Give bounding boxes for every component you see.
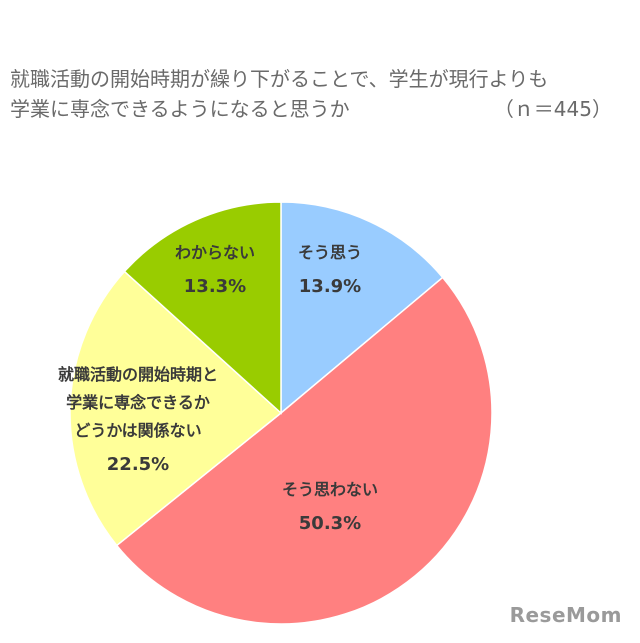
slice-sou-omou bbox=[280, 201, 444, 415]
slice-value-label: 22.5% bbox=[107, 454, 169, 475]
slice-value-label: 50.3% bbox=[299, 513, 361, 534]
slice-kankei-nai bbox=[69, 270, 283, 547]
chart-title: 就職活動の開始時期が繰り下がることで、学生が現行よりも 学業に専念できるようにな… bbox=[10, 64, 630, 124]
slice-label: わからない bbox=[175, 243, 255, 262]
slice-value-label: 13.3% bbox=[184, 276, 246, 297]
pie-labels: そう思う 13.9% そう思わない 50.3% 就職活動の開始時期と学業に専念できるかど… bbox=[58, 243, 378, 534]
resemom-logo: ReseMom bbox=[509, 603, 622, 627]
title-line-2: 学業に専念できるようになると思うか bbox=[10, 97, 350, 121]
sample-size: （ｎ＝445） bbox=[493, 97, 612, 121]
slice-label: そう思う bbox=[298, 243, 362, 262]
slice-label: 就職活動の開始時期と bbox=[58, 365, 218, 384]
slice-label: そう思わない bbox=[282, 480, 378, 499]
slice-label: どうかは関係ない bbox=[74, 421, 201, 440]
pie-slices bbox=[69, 201, 493, 625]
slice-sou-omowanai bbox=[115, 276, 493, 625]
slice-value-label: 13.9% bbox=[299, 276, 361, 297]
title-line-1: 就職活動の開始時期が繰り下がることで、学生が現行よりも bbox=[10, 67, 549, 91]
slice-wakaranai bbox=[123, 201, 282, 415]
slice-label: 学業に専念できるか bbox=[66, 393, 210, 412]
